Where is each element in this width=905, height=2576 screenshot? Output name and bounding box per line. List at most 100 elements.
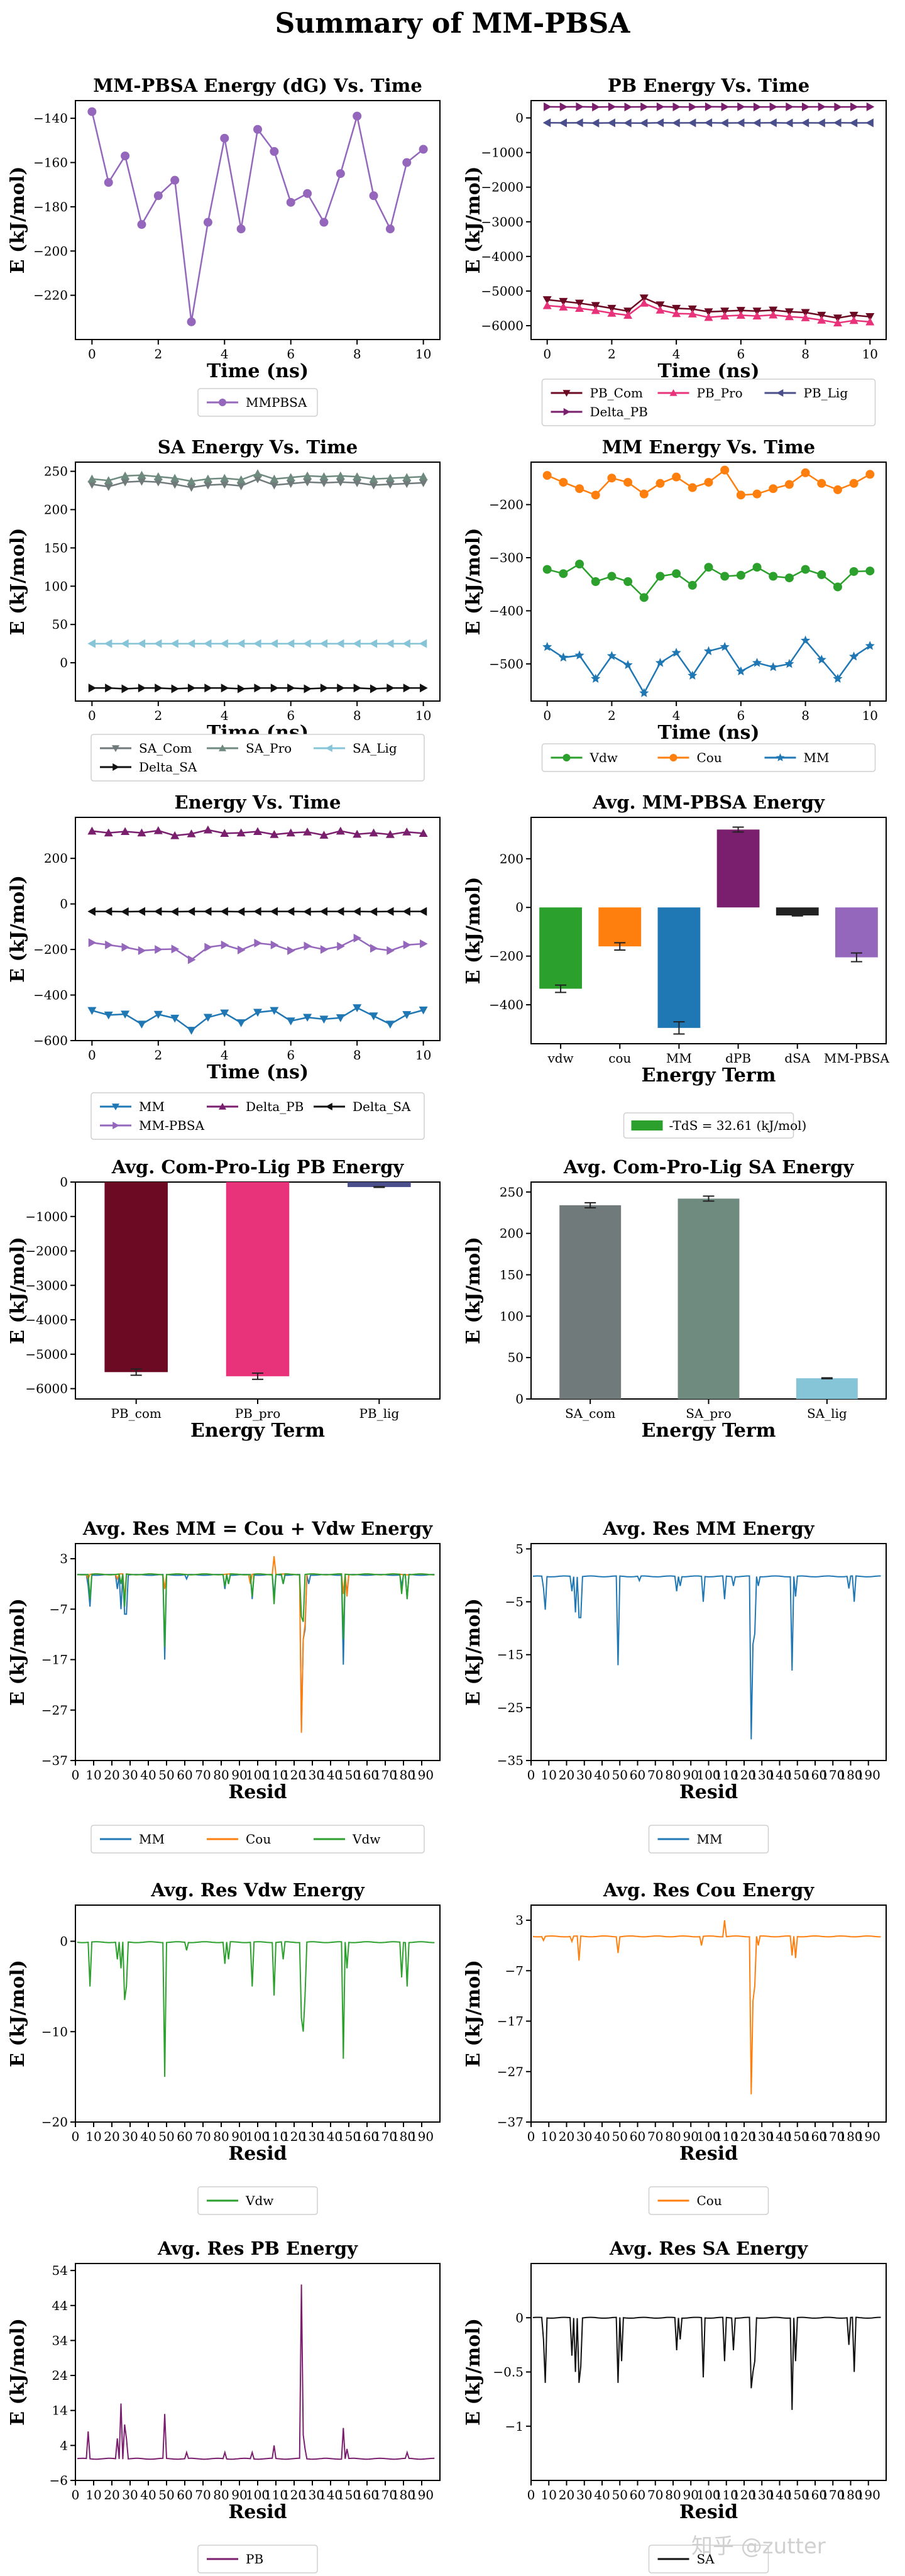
data-point-Delta_SA: [236, 907, 245, 916]
data-point-MM-PBSA: [353, 933, 362, 943]
data-point-PB_Pro: [849, 316, 858, 324]
x-tick-label: 8: [353, 708, 361, 723]
series-line-Vdw: [77, 1941, 435, 2077]
plot-frame: [530, 462, 887, 702]
legend-marker-Delta_SA: [112, 763, 119, 771]
data-point-Vdw: [704, 563, 713, 572]
data-point-SA_Com: [104, 483, 113, 491]
data-point-Delta_SA: [402, 907, 410, 916]
series-group: [542, 465, 875, 697]
data-point-Vdw: [559, 569, 568, 578]
x-tick-label: 70: [195, 1767, 211, 1783]
x-axis-label: Resid: [679, 2501, 738, 2523]
data-point-SA_Lig: [253, 639, 261, 648]
data-point-Cou: [575, 484, 584, 494]
data-point-MM: [121, 1010, 130, 1019]
x-tick-label: 130: [750, 2129, 774, 2144]
data-point-Delta_PB: [303, 827, 312, 836]
x-tick-label: 140: [767, 2129, 791, 2144]
data-point-MM: [865, 641, 875, 650]
y-axis-label: E (kJ/mol): [7, 2318, 29, 2426]
x-tick-label: 70: [647, 2129, 663, 2144]
x-tick-label: 2: [154, 1048, 162, 1063]
legend-label-PB: PB: [246, 2551, 263, 2567]
data-point-Delta_PB: [236, 828, 246, 837]
x-tick-label: 60: [177, 1767, 192, 1783]
x-tick-label: 10: [541, 2487, 557, 2502]
data-point-SA_Com: [203, 481, 212, 490]
x-tick-label: 2: [608, 346, 616, 362]
series-line-MMPBSA: [91, 111, 424, 323]
y-tick-label: −5: [505, 1595, 524, 1610]
data-point-MMPBSA: [353, 111, 362, 121]
y-tick-label: −1000: [25, 1209, 68, 1224]
data-point-Delta_PB: [544, 102, 552, 111]
data-point-Cou: [849, 478, 858, 488]
x-tick-label: 10: [541, 1767, 557, 1783]
x-tick-label: 10: [85, 1767, 101, 1783]
x-tick-label: 120: [732, 1767, 756, 1783]
x-tick-label: 0: [72, 2129, 80, 2144]
data-point-SA_Pro: [419, 472, 428, 480]
x-tick-label: 190: [857, 1767, 880, 1783]
chart-title: Avg. Res Cou Energy: [603, 1879, 814, 1901]
data-point-PB_Lig: [591, 118, 600, 128]
data-point-Delta_SA: [221, 683, 229, 693]
data-point-MMPBSA: [319, 218, 329, 227]
y-tick-label: −200: [33, 243, 68, 258]
legend-label-MM: MM: [139, 1099, 165, 1114]
x-tick-label: 130: [300, 1767, 324, 1783]
data-point-Delta_SA: [337, 683, 345, 693]
x-tick-label: 110: [715, 2129, 738, 2144]
data-point-SA_Com: [153, 478, 163, 487]
data-point-Delta_PB: [170, 831, 180, 839]
x-axis-label: Energy Term: [190, 1420, 325, 1442]
data-point-SA_Pro: [236, 475, 246, 484]
data-point-PB_Pro: [833, 318, 842, 327]
data-point-MM-PBSA: [121, 943, 130, 952]
data-point-PB_Com: [720, 307, 730, 316]
data-point-PB_Pro: [639, 299, 649, 307]
data-point-Delta_PB: [624, 102, 633, 112]
data-point-Delta_PB: [253, 827, 262, 836]
data-point-MM: [303, 1014, 312, 1022]
x-tick-label: dPB: [725, 1051, 751, 1066]
data-point-Delta_PB: [559, 102, 568, 112]
data-point-Vdw: [575, 560, 584, 569]
data-point-SA_Lig: [87, 639, 96, 648]
data-point-PB_Pro: [752, 311, 762, 320]
x-tick-label: 50: [612, 2129, 628, 2144]
data-point-PB_Lig: [849, 118, 858, 128]
data-point-Cou: [784, 480, 794, 489]
data-point-SA_Pro: [170, 473, 180, 482]
data-point-MM: [574, 650, 584, 660]
chart-c9: Avg. Res MM = Cou + Vdw Energy −37 −27 −17 −…: [7, 1518, 441, 1854]
data-point-PB_Com: [688, 305, 697, 314]
data-point-Delta_PB: [753, 102, 762, 112]
data-point-Delta_PB: [592, 102, 600, 112]
data-point-PB_Com: [639, 294, 649, 302]
data-point-Delta_PB: [319, 831, 329, 839]
data-point-PB_Com: [752, 307, 762, 316]
x-tick-label: 0: [88, 708, 96, 723]
x-tick-label: 170: [821, 2487, 845, 2502]
data-point-Vdw: [849, 567, 858, 576]
chart-title: Avg. Res PB Energy: [157, 2238, 358, 2259]
legend-box: [648, 2186, 769, 2215]
x-tick-label: 10: [415, 1048, 431, 1063]
y-axis-label: E (kJ/mol): [7, 875, 29, 983]
x-tick-label: 10: [862, 708, 878, 723]
data-point-MM: [833, 673, 843, 683]
data-point-Vdw: [607, 572, 617, 581]
data-point-PB_Com: [865, 313, 875, 321]
x-tick-label: 60: [630, 2487, 645, 2502]
legend-label-Delta_PB: Delta_PB: [590, 404, 648, 419]
x-tick-label: 160: [803, 2487, 827, 2502]
data-point-SA_Lig: [286, 639, 295, 648]
y-tick-label: 150: [44, 540, 68, 555]
data-point-MM-PBSA: [88, 938, 97, 948]
data-point-Cou: [639, 489, 649, 499]
bar-SA_com: [559, 1205, 622, 1399]
y-tick-label: 3: [60, 1551, 68, 1566]
